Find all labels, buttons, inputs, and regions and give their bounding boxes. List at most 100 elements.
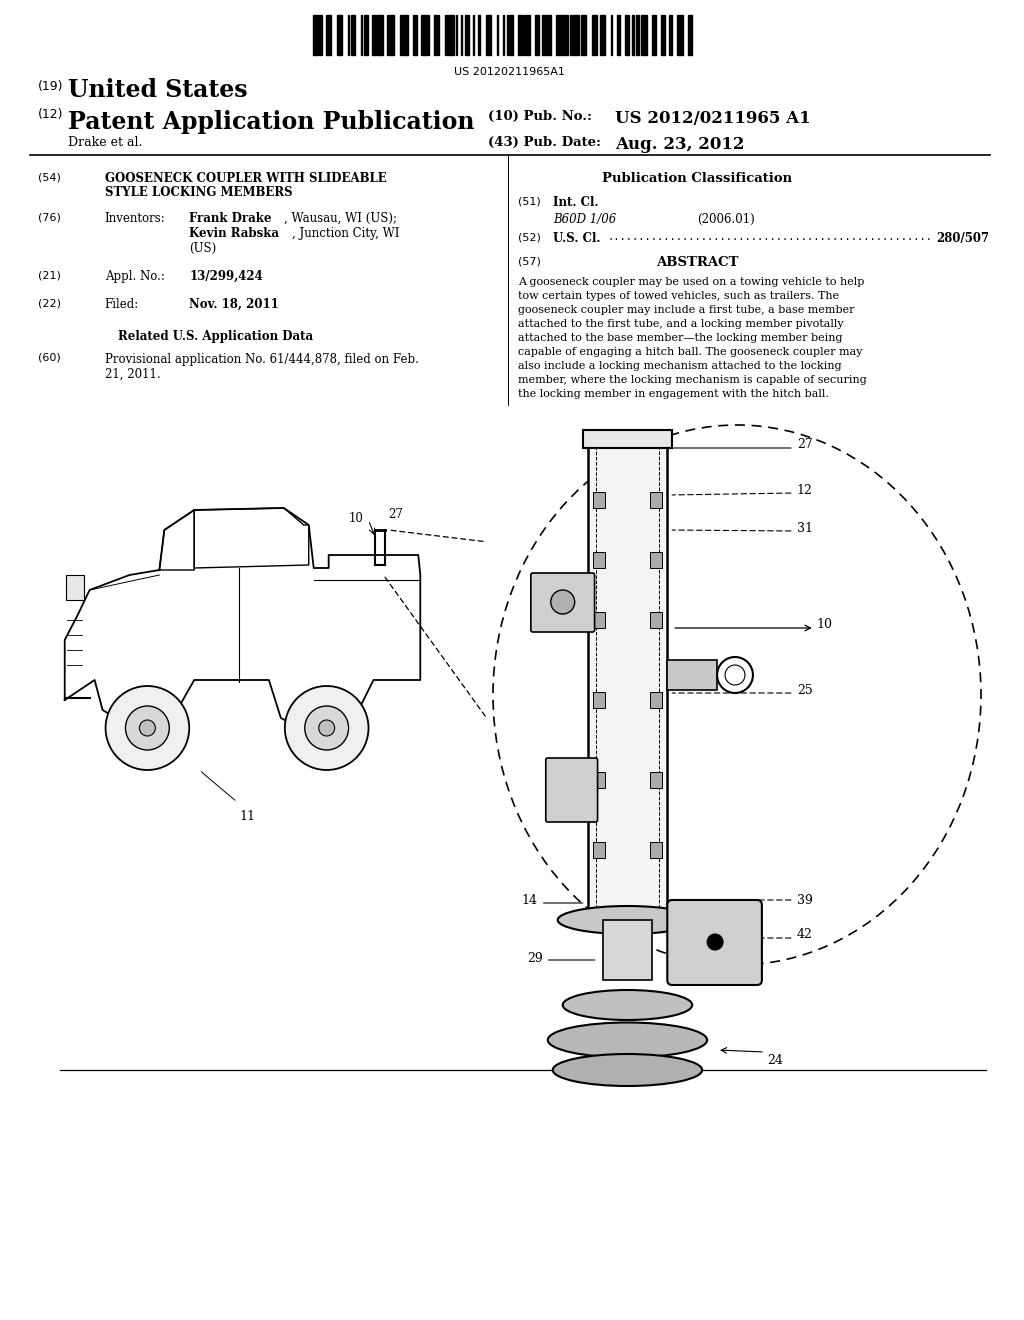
Text: the locking member in engagement with the hitch ball.: the locking member in engagement with th… <box>518 389 828 399</box>
Bar <box>641 15 646 55</box>
Text: United States: United States <box>68 78 248 102</box>
Text: Int. Cl.: Int. Cl. <box>553 195 598 209</box>
Bar <box>593 552 604 568</box>
Bar <box>509 15 513 55</box>
Bar <box>414 15 417 55</box>
Bar <box>472 15 474 55</box>
Bar <box>337 15 342 55</box>
Bar <box>617 15 620 55</box>
Bar <box>650 612 663 628</box>
Bar <box>456 15 458 55</box>
Text: (10) Pub. No.:: (10) Pub. No.: <box>488 110 592 123</box>
Bar <box>563 15 568 55</box>
Bar <box>360 15 361 55</box>
Bar <box>389 15 394 55</box>
Text: capable of engaging a hitch ball. The gooseneck coupler may: capable of engaging a hitch ball. The go… <box>518 347 862 356</box>
Bar <box>326 15 331 55</box>
Bar <box>593 772 604 788</box>
Text: (57): (57) <box>518 256 541 267</box>
Text: Aug. 23, 2012: Aug. 23, 2012 <box>615 136 745 153</box>
Text: 31: 31 <box>797 521 813 535</box>
Bar <box>402 15 408 55</box>
Bar <box>588 430 668 920</box>
Bar <box>421 15 427 55</box>
Text: 24: 24 <box>767 1053 782 1067</box>
Text: (54): (54) <box>38 172 60 182</box>
Bar <box>438 15 439 55</box>
Text: A gooseneck coupler may be used on a towing vehicle to help: A gooseneck coupler may be used on a tow… <box>518 277 864 286</box>
Text: (52): (52) <box>518 232 541 242</box>
Text: (51): (51) <box>518 195 541 206</box>
Bar <box>536 15 540 55</box>
Text: Frank Drake: Frank Drake <box>189 213 271 224</box>
Bar <box>593 692 604 708</box>
Text: (22): (22) <box>38 298 60 308</box>
Bar <box>688 15 692 55</box>
Text: , Wausau, WI (US);: , Wausau, WI (US); <box>284 213 397 224</box>
Text: Kevin Rabska: Kevin Rabska <box>189 227 280 240</box>
Text: 29: 29 <box>527 952 543 965</box>
Bar <box>650 692 663 708</box>
Bar <box>524 15 529 55</box>
Bar <box>434 15 437 55</box>
Bar <box>465 15 469 55</box>
Text: 14: 14 <box>522 894 538 907</box>
FancyBboxPatch shape <box>546 758 598 822</box>
Text: (60): (60) <box>38 352 60 363</box>
Text: 11: 11 <box>239 810 255 822</box>
Circle shape <box>708 935 723 950</box>
Text: US 2012/0211965 A1: US 2012/0211965 A1 <box>615 110 811 127</box>
Bar <box>365 15 368 55</box>
Bar <box>668 660 717 690</box>
Text: gooseneck coupler may include a first tube, a base member: gooseneck coupler may include a first tu… <box>518 305 854 315</box>
Ellipse shape <box>563 990 692 1020</box>
Text: 13/299,424: 13/299,424 <box>189 271 263 282</box>
Bar <box>593 842 604 858</box>
Bar <box>662 15 666 55</box>
Bar <box>556 15 562 55</box>
Bar <box>652 15 656 55</box>
Bar <box>477 15 480 55</box>
Text: (19): (19) <box>38 81 63 92</box>
Text: Nov. 18, 2011: Nov. 18, 2011 <box>189 298 279 312</box>
Bar <box>485 15 490 55</box>
Bar <box>592 15 597 55</box>
Text: attached to the first tube, and a locking member pivotally: attached to the first tube, and a lockin… <box>518 319 844 329</box>
Text: US 20120211965A1: US 20120211965A1 <box>455 67 565 77</box>
Bar <box>518 15 521 55</box>
Bar <box>461 15 463 55</box>
Text: (21): (21) <box>38 271 60 280</box>
Circle shape <box>139 719 156 737</box>
Bar <box>581 15 587 55</box>
Text: also include a locking mechanism attached to the locking: also include a locking mechanism attache… <box>518 360 842 371</box>
Bar <box>593 612 604 628</box>
Text: 10: 10 <box>817 619 833 631</box>
Circle shape <box>285 686 369 770</box>
FancyBboxPatch shape <box>530 573 595 632</box>
Bar <box>636 15 639 55</box>
Bar <box>351 15 355 55</box>
Text: (12): (12) <box>38 108 63 121</box>
Text: (US): (US) <box>189 242 216 255</box>
Bar <box>677 15 683 55</box>
Text: (2006.01): (2006.01) <box>697 213 755 226</box>
Bar <box>650 552 663 568</box>
Text: Related U.S. Application Data: Related U.S. Application Data <box>118 330 312 343</box>
Text: ....................................................: ........................................… <box>607 232 933 242</box>
Circle shape <box>126 706 169 750</box>
Text: 25: 25 <box>797 684 812 697</box>
Text: Publication Classification: Publication Classification <box>602 172 793 185</box>
Bar <box>650 772 663 788</box>
Text: Provisional application No. 61/444,878, filed on Feb.: Provisional application No. 61/444,878, … <box>104 352 419 366</box>
Circle shape <box>551 590 574 614</box>
Circle shape <box>318 719 335 737</box>
Text: ABSTRACT: ABSTRACT <box>656 256 738 269</box>
Bar <box>670 15 672 55</box>
Text: (76): (76) <box>38 213 60 222</box>
Text: attached to the base member—the locking member being: attached to the base member—the locking … <box>518 333 843 343</box>
Text: Inventors:: Inventors: <box>104 213 165 224</box>
Ellipse shape <box>558 906 697 935</box>
Text: 12: 12 <box>797 483 813 496</box>
Bar <box>596 438 659 912</box>
Bar <box>319 15 322 55</box>
